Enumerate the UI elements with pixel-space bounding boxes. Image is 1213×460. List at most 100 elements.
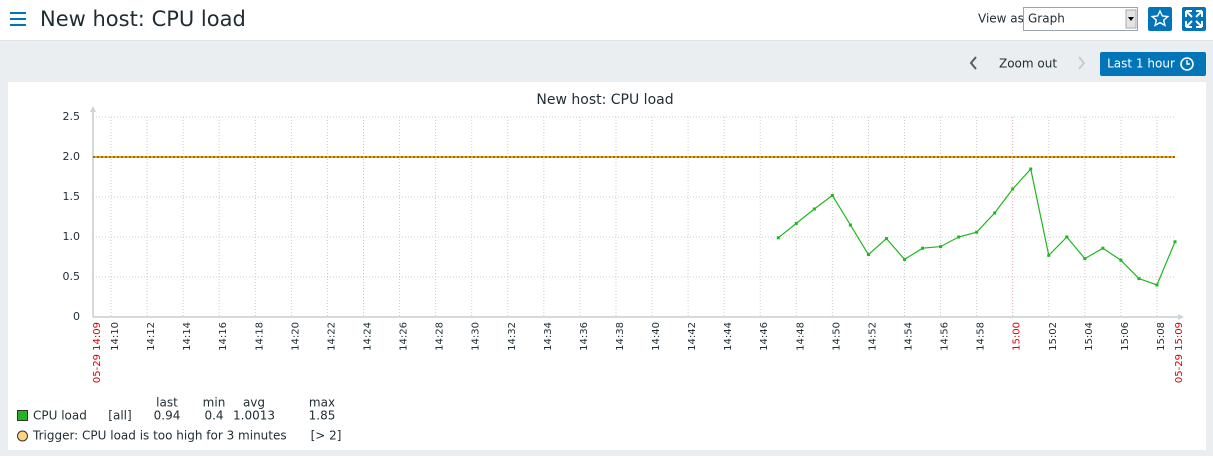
view-as-value: Graph: [1028, 12, 1065, 26]
data-point: [921, 246, 925, 250]
x-tick-label: 14:50: [831, 322, 842, 351]
x-tick-label: 15:08: [1156, 322, 1167, 351]
legend-stat: 1.85: [309, 409, 336, 423]
trigger-label: Trigger: CPU load is too high for 3 minu…: [32, 429, 287, 443]
x-tick-label: 15:04: [1084, 322, 1095, 351]
x-tick-label: 14:46: [759, 322, 770, 351]
x-tick-label: 14:18: [254, 322, 265, 351]
data-point: [939, 245, 943, 249]
data-point: [830, 193, 834, 197]
data-point: [1083, 257, 1087, 261]
y-tick-label: 2.5: [63, 110, 81, 123]
x-tick-label: 14:56: [940, 322, 951, 351]
legend-stat: 0.4: [204, 409, 223, 423]
x-tick-label: 14:42: [687, 322, 698, 351]
page-title: New host: CPU load: [40, 7, 246, 31]
clock-hands: [1186, 60, 1190, 65]
x-tick-label: 14:54: [904, 322, 915, 351]
legend-function: [all]: [108, 409, 131, 423]
x-tick-label: 14:48: [795, 322, 806, 351]
data-point: [993, 211, 997, 215]
header-bar: [0, 0, 1213, 40]
x-tick-label: 15:06: [1120, 322, 1131, 351]
time-range-label: Last 1 hour: [1107, 57, 1175, 71]
data-point: [975, 230, 979, 234]
legend-swatch: [17, 410, 28, 421]
time-range-button[interactable]: [1100, 52, 1206, 76]
x-tick-label: 14:30: [471, 322, 482, 351]
x-tick-label: 14:12: [146, 322, 157, 351]
x-tick-label: 05-29 15:09: [1174, 322, 1185, 383]
legend-stat: 0.94: [154, 409, 181, 423]
x-tick-label: 15:00: [1012, 322, 1023, 351]
data-point: [1011, 187, 1015, 191]
chart-title: New host: CPU load: [536, 92, 673, 108]
y-tick-label: 0: [73, 310, 80, 323]
x-tick-label: 14:26: [399, 322, 410, 351]
x-tick-label: 14:34: [543, 322, 554, 351]
next-arrow[interactable]: [1078, 56, 1086, 70]
x-axis-arrow: [1178, 314, 1184, 320]
y-tick-label: 1.5: [63, 190, 81, 203]
favorite-button[interactable]: [1148, 7, 1172, 31]
legend-stat: 1.0013: [233, 409, 275, 423]
data-point: [866, 253, 870, 257]
data-point: [812, 207, 816, 211]
x-tick-label: 14:10: [110, 322, 121, 351]
fullscreen-icon: [1185, 10, 1203, 28]
view-as-select[interactable]: [1023, 7, 1138, 31]
x-tick-label: 14:20: [290, 322, 301, 351]
graph-panel: [8, 82, 1206, 450]
x-tick-label: 14:40: [651, 322, 662, 351]
clock-icon: [1180, 57, 1194, 71]
x-tick-label: 15:02: [1048, 322, 1059, 351]
legend-header: avg: [243, 396, 265, 410]
x-tick-label: 14:14: [182, 322, 193, 351]
data-point: [903, 257, 906, 261]
x-tick-label: 14:38: [615, 322, 626, 351]
data-point: [1029, 167, 1033, 171]
trigger-condition: [> 2]: [311, 429, 342, 443]
fullscreen-button[interactable]: [1182, 7, 1206, 31]
legend-header: max: [309, 396, 335, 410]
trigger-marker: [17, 430, 28, 442]
y-tick-label: 1.0: [63, 230, 81, 243]
plot: 0 0.5 1.0 1.5 2.0 2.5 05-29 14:09 05-29 15:09 14…: [17, 106, 1185, 443]
y-tick-label: 2.0: [63, 150, 81, 163]
x-tick-label: 14:58: [976, 322, 987, 351]
y-tick-label: 0.5: [63, 270, 81, 283]
prev-arrow[interactable]: [969, 56, 977, 70]
data-point: [1101, 246, 1105, 250]
x-tick-label: 14:36: [579, 322, 590, 351]
data-point: [1173, 240, 1177, 244]
x-tick-label: 14:32: [507, 322, 518, 351]
data-point: [1065, 235, 1069, 239]
legend-name: CPU load: [33, 409, 87, 423]
x-tick-label: 05-29 14:09: [92, 322, 103, 383]
x-tick-label: 14:24: [363, 322, 374, 351]
menu-icon[interactable]: [10, 12, 26, 26]
data-point: [794, 221, 798, 225]
data-point: [776, 236, 780, 240]
view-as-label: View as: [978, 12, 1024, 26]
data-point: [884, 237, 888, 241]
zoom-out[interactable]: Zoom out: [999, 57, 1057, 71]
legend-header: last: [156, 396, 178, 410]
star-icon: [1150, 9, 1170, 27]
data-point: [957, 235, 961, 239]
x-tick-label: 14:52: [867, 322, 878, 351]
x-tick-label: 14:28: [435, 322, 446, 351]
data-point: [1119, 258, 1123, 262]
x-tick-label: 14:16: [218, 322, 229, 351]
data-point: [848, 223, 852, 227]
legend-header: min: [203, 396, 226, 410]
select-arrow-glyph: [1128, 17, 1134, 21]
data-point: [1137, 277, 1141, 281]
y-axis-arrow: [90, 106, 96, 112]
data-point: [1155, 283, 1159, 287]
x-tick-label: 14:22: [326, 322, 337, 351]
data-point: [1047, 253, 1051, 257]
x-tick-label: 14:44: [723, 322, 734, 351]
